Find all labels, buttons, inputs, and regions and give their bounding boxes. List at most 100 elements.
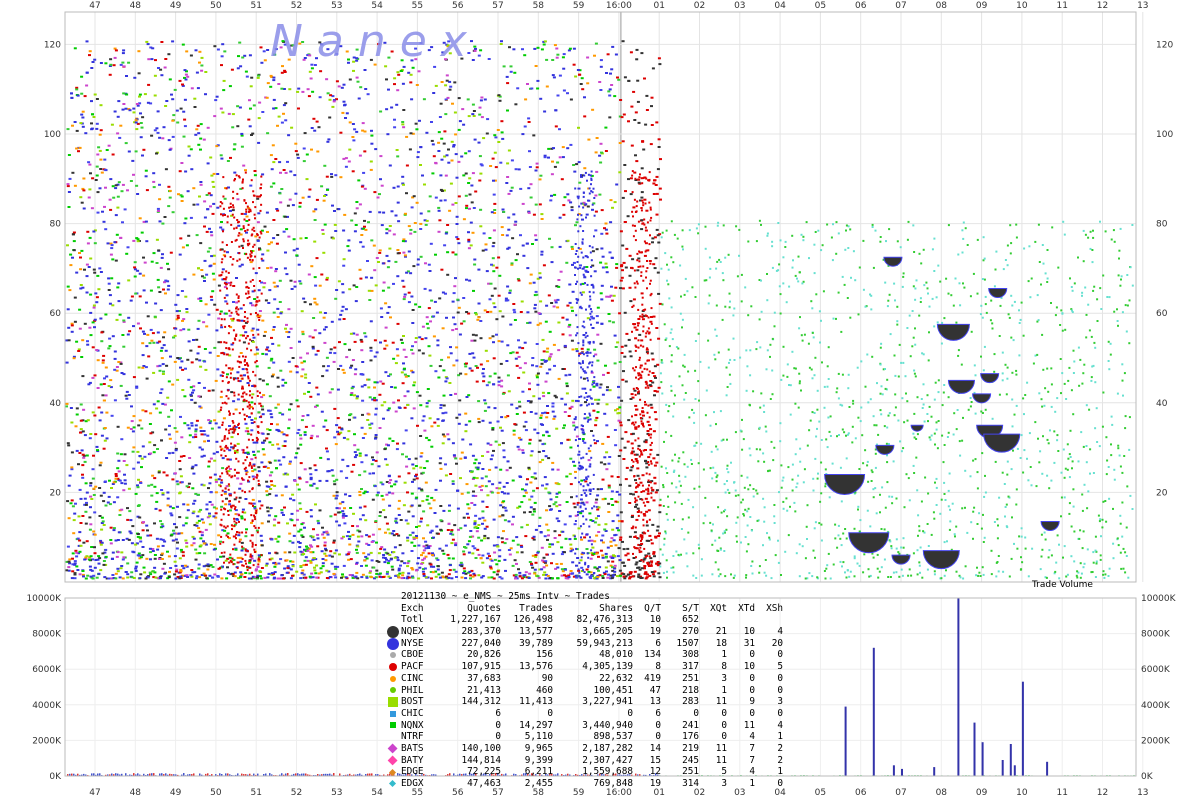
- quote-mark: [319, 567, 323, 570]
- quote-mark: [396, 201, 400, 204]
- quote-mark: [209, 231, 213, 234]
- quote-mark: [405, 271, 409, 274]
- quote-mark: [509, 352, 513, 355]
- quote-mark: [397, 475, 401, 478]
- quote-mark: [380, 546, 384, 549]
- quote-mark: [200, 448, 204, 451]
- quote-mark: [98, 557, 102, 560]
- quote-mark: [129, 519, 133, 522]
- quote-mark: [636, 474, 640, 477]
- quote-mark: [149, 452, 153, 455]
- quote-mark: [369, 346, 373, 349]
- quote-mark: [168, 424, 171, 427]
- quote-mark: [298, 42, 302, 45]
- quote-mark: [72, 519, 76, 522]
- quote-mark: [99, 129, 103, 132]
- quote-mark: [427, 307, 431, 310]
- quote-mark: [102, 220, 106, 223]
- quote-mark: [466, 503, 470, 506]
- quote-mark: [401, 279, 405, 282]
- quote-mark: [176, 294, 180, 297]
- quote-mark: [599, 461, 603, 464]
- quote-mark: [200, 531, 204, 534]
- quote-mark: [358, 268, 362, 271]
- quote-mark: [313, 219, 317, 221]
- quote-mark: [414, 457, 418, 460]
- quote-mark: [657, 292, 661, 295]
- quote-mark: [440, 571, 444, 574]
- quote-mark: [541, 484, 544, 487]
- quote-mark: [534, 554, 538, 557]
- quote-mark: [556, 298, 560, 301]
- quote-mark: [411, 322, 415, 324]
- quote-mark: [402, 362, 405, 365]
- quote-mark: [88, 188, 92, 191]
- quote-mark: [420, 562, 424, 565]
- quote-mark: [495, 487, 499, 490]
- quote-mark: [309, 473, 313, 476]
- quote-mark: [203, 216, 207, 219]
- quote-mark: [602, 373, 605, 376]
- quote-mark: [280, 509, 284, 511]
- quote-mark: [551, 410, 555, 413]
- quote-mark: [407, 458, 411, 461]
- quote-mark: [325, 78, 329, 81]
- quote-mark: [107, 289, 111, 291]
- quote-mark: [197, 519, 201, 522]
- quote-mark: [572, 47, 576, 50]
- quote-mark: [264, 299, 268, 302]
- quote-mark: [399, 338, 403, 341]
- quote-mark: [265, 562, 269, 565]
- quote-mark: [384, 65, 388, 68]
- quote-mark: [619, 99, 623, 101]
- quote-mark: [608, 94, 612, 97]
- quote-mark: [136, 122, 140, 125]
- quote-mark: [187, 234, 191, 237]
- quote-mark: [361, 437, 365, 439]
- quote-mark: [650, 352, 654, 355]
- quote-mark: [251, 132, 255, 135]
- quote-mark: [361, 361, 365, 363]
- quote-mark: [94, 485, 98, 488]
- quote-mark: [600, 209, 604, 212]
- quote-mark: [339, 313, 343, 316]
- quote-mark: [468, 570, 472, 573]
- quote-mark: [604, 530, 608, 532]
- quote-mark: [522, 425, 526, 428]
- quote-mark: [160, 553, 164, 556]
- quote-mark: [414, 122, 418, 125]
- quote-mark: [171, 40, 175, 43]
- quote-mark: [623, 446, 627, 449]
- quote-mark: [489, 310, 493, 313]
- quote-mark: [304, 576, 308, 579]
- quote-mark: [649, 428, 653, 431]
- quote-mark: [332, 494, 336, 497]
- quote-mark: [455, 462, 458, 465]
- quote-mark: [303, 559, 307, 562]
- quote-mark: [269, 154, 273, 157]
- quote-mark: [198, 576, 202, 579]
- quote-mark: [524, 535, 528, 538]
- quote-mark: [270, 484, 274, 486]
- quote-mark: [185, 308, 189, 310]
- quote-mark: [417, 349, 421, 352]
- quote-mark: [624, 266, 628, 269]
- quote-mark: [516, 543, 520, 546]
- quote-mark: [479, 208, 483, 211]
- quote-mark: [232, 377, 236, 380]
- quote-mark: [179, 366, 182, 369]
- quote-mark: [635, 503, 639, 506]
- quote-mark: [456, 507, 460, 510]
- quote-mark: [121, 183, 125, 186]
- quote-mark: [74, 502, 77, 505]
- quote-mark: [506, 299, 510, 302]
- quote-mark: [356, 525, 359, 528]
- quote-mark: [413, 230, 417, 233]
- quote-mark: [387, 260, 391, 263]
- quote-mark: [597, 569, 600, 572]
- quote-mark: [579, 264, 582, 267]
- quote-mark: [519, 438, 523, 441]
- quote-mark: [184, 217, 188, 220]
- quote-mark: [385, 493, 389, 496]
- quote-mark: [387, 575, 391, 578]
